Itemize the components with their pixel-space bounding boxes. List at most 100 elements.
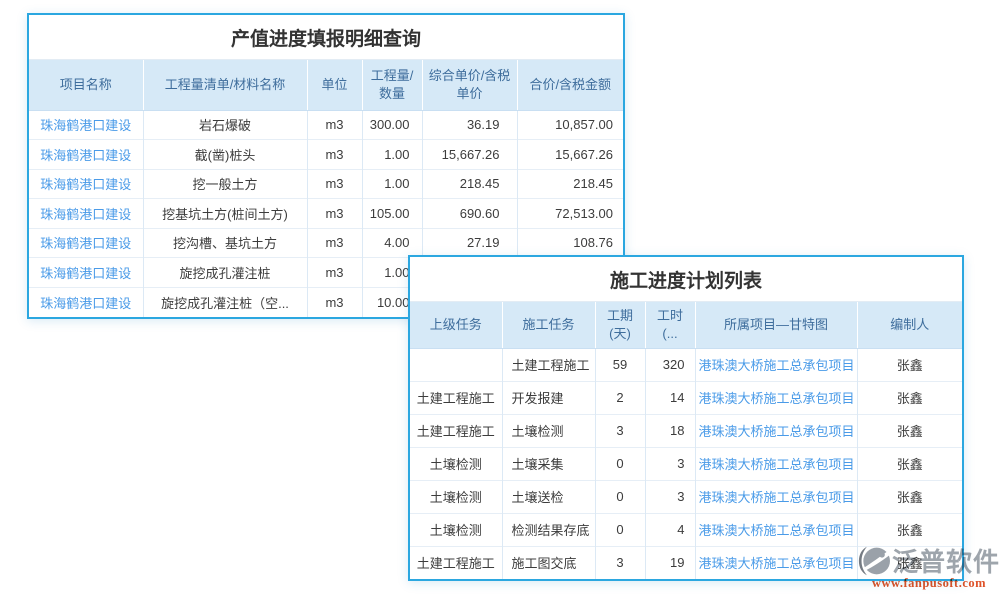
- hours-cell: 320: [645, 348, 696, 381]
- total-cell: 15,667.26: [517, 139, 623, 169]
- table-row: 土建工程施工 土壤检测 3 18 港珠澳大桥施工总承包项目 张鑫: [410, 413, 962, 447]
- item-cell: 挖一般土方: [143, 168, 308, 199]
- duration-cell: 0: [595, 479, 646, 513]
- col-header-hours: 工时 (...: [645, 302, 696, 349]
- unit-cell: m3: [307, 110, 363, 140]
- total-cell: 10,857.00: [517, 110, 623, 140]
- total-cell: 108.76: [517, 227, 623, 258]
- item-cell: 岩石爆破: [143, 110, 308, 140]
- col-header-duration: 工期 (天): [595, 302, 646, 349]
- project-gantt-link[interactable]: 港珠澳大桥施工总承包项目: [698, 391, 855, 406]
- table-row: 珠海鹤港口建设 岩石爆破 m3 300.00 36.19 10,857.00: [29, 110, 623, 140]
- table-header-row: 上级任务 施工任务 工期 (天) 工时 (... 所属项目—甘特图 编制人: [410, 302, 962, 349]
- total-cell: 218.45: [517, 168, 623, 199]
- parent-task-cell: 土建工程施工: [410, 545, 503, 579]
- duration-cell: 3: [595, 413, 646, 447]
- task-cell: 土壤采集: [502, 446, 596, 480]
- hours-cell: 4: [645, 512, 696, 546]
- fanpu-watermark: 泛普软件 www.fanpusoft.com: [858, 542, 1000, 591]
- schedule-panel-title: 施工进度计划列表: [410, 257, 962, 302]
- item-cell: 挖沟槽、基坑土方: [143, 227, 308, 258]
- task-cell: 开发报建: [502, 380, 596, 414]
- table-row: 珠海鹤港口建设 挖沟槽、基坑土方 m3 4.00 27.19 108.76: [29, 227, 623, 258]
- price-cell: 15,667.26: [422, 139, 518, 169]
- project-link[interactable]: 珠海鹤港口建设: [40, 236, 132, 252]
- construction-schedule-panel: 施工进度计划列表 上级任务 施工任务 工期 (天) 工时 (... 所属项目—甘…: [408, 255, 964, 581]
- project-link[interactable]: 珠海鹤港口建设: [40, 177, 132, 193]
- project-gantt-link[interactable]: 港珠澳大桥施工总承包项目: [698, 424, 855, 439]
- qty-cell: 1.00: [362, 139, 423, 169]
- construction-schedule-table: 上级任务 施工任务 工期 (天) 工时 (... 所属项目—甘特图 编制人 土建…: [410, 302, 962, 579]
- project-gantt-link[interactable]: 港珠澳大桥施工总承包项目: [698, 358, 855, 373]
- project-gantt-link[interactable]: 港珠澳大桥施工总承包项目: [698, 523, 855, 538]
- table-row: 珠海鹤港口建设 截(凿)桩头 m3 1.00 15,667.26 15,667.…: [29, 139, 623, 169]
- project-link[interactable]: 珠海鹤港口建设: [40, 265, 132, 281]
- brand-url: www.fanpusoft.com: [871, 576, 987, 590]
- table-row: 珠海鹤港口建设 挖一般土方 m3 1.00 218.45 218.45: [29, 168, 623, 199]
- col-header-project: 项目名称: [29, 60, 144, 111]
- price-cell: 36.19: [422, 110, 518, 140]
- unit-cell: m3: [307, 286, 363, 317]
- project-gantt-link[interactable]: 港珠澳大桥施工总承包项目: [698, 556, 855, 572]
- project-link[interactable]: 珠海鹤港口建设: [40, 295, 132, 311]
- output-value-detail-table: 项目名称 工程量清单/材料名称 单位 工程量/ 数量 综合单价/含税单价 合价/…: [29, 60, 623, 317]
- col-header-parent-task: 上级任务: [410, 302, 503, 349]
- total-cell: 72,513.00: [517, 198, 623, 228]
- qty-cell: 105.00: [362, 198, 423, 228]
- qty-cell: 300.00: [362, 110, 423, 140]
- qty-cell: 4.00: [362, 227, 423, 258]
- task-cell: 施工图交底: [502, 545, 596, 579]
- duration-cell: 0: [595, 446, 646, 480]
- table-header-row: 项目名称 工程量清单/材料名称 单位 工程量/ 数量 综合单价/含税单价 合价/…: [29, 60, 623, 111]
- table-row: 珠海鹤港口建设 挖基坑土方(桩间土方) m3 105.00 690.60 72,…: [29, 198, 623, 228]
- table-row: 土建工程施工 59 320 港珠澳大桥施工总承包项目 张鑫: [410, 348, 962, 381]
- unit-cell: m3: [307, 139, 363, 169]
- col-header-unit: 单位: [307, 60, 363, 111]
- parent-task-cell: [410, 348, 503, 381]
- author-cell: 张鑫: [857, 348, 962, 381]
- price-cell: 27.19: [422, 227, 518, 258]
- col-header-price: 综合单价/含税单价: [422, 60, 518, 111]
- task-cell: 检测结果存底: [502, 512, 596, 546]
- col-header-project-gantt: 所属项目—甘特图: [695, 302, 858, 349]
- table-row: 土壤检测 检测结果存底 0 4 港珠澳大桥施工总承包项目 张鑫: [410, 512, 962, 546]
- item-cell: 旋挖成孔灌注桩: [143, 257, 308, 287]
- author-cell: 张鑫: [857, 413, 962, 447]
- brand-name: 泛普软件: [891, 547, 1000, 577]
- item-cell: 旋挖成孔灌注桩（空...: [143, 286, 308, 317]
- col-header-item: 工程量清单/材料名称: [143, 60, 308, 111]
- project-link[interactable]: 珠海鹤港口建设: [40, 118, 132, 134]
- output-value-detail-panel: 产值进度填报明细查询 项目名称 工程量清单/材料名称 单位 工程量/ 数量 综合…: [27, 13, 625, 319]
- hours-cell: 14: [645, 380, 696, 414]
- parent-task-cell: 土建工程施工: [410, 413, 503, 447]
- author-cell: 张鑫: [857, 446, 962, 480]
- parent-task-cell: 土建工程施工: [410, 380, 503, 414]
- project-link[interactable]: 珠海鹤港口建设: [40, 147, 132, 163]
- table-row: 土建工程施工 施工图交底 3 19 港珠澳大桥施工总承包项目 张鑫: [410, 545, 962, 579]
- col-header-qty: 工程量/ 数量: [362, 60, 423, 111]
- parent-task-cell: 土壤检测: [410, 512, 503, 546]
- item-cell: 截(凿)桩头: [143, 139, 308, 169]
- duration-cell: 0: [595, 512, 646, 546]
- price-cell: 218.45: [422, 168, 518, 199]
- unit-cell: m3: [307, 168, 363, 199]
- duration-cell: 3: [595, 545, 646, 579]
- parent-task-cell: 土壤检测: [410, 446, 503, 480]
- duration-cell: 59: [595, 348, 646, 381]
- col-header-author: 编制人: [857, 302, 962, 349]
- project-link[interactable]: 珠海鹤港口建设: [40, 206, 132, 222]
- task-cell: 土建工程施工: [502, 348, 596, 381]
- project-gantt-link[interactable]: 港珠澳大桥施工总承包项目: [698, 490, 855, 505]
- hours-cell: 3: [645, 446, 696, 480]
- col-header-task: 施工任务: [502, 302, 596, 349]
- unit-cell: m3: [307, 227, 363, 258]
- page-title: 产值进度填报明细查询: [29, 15, 623, 60]
- fanpu-logo-icon: [858, 546, 890, 575]
- project-gantt-link[interactable]: 港珠澳大桥施工总承包项目: [698, 457, 855, 472]
- unit-cell: m3: [307, 257, 363, 287]
- col-header-total: 合价/含税金额: [517, 60, 623, 111]
- author-cell: 张鑫: [857, 479, 962, 513]
- task-cell: 土壤送检: [502, 479, 596, 513]
- author-cell: 张鑫: [857, 380, 962, 414]
- hours-cell: 18: [645, 413, 696, 447]
